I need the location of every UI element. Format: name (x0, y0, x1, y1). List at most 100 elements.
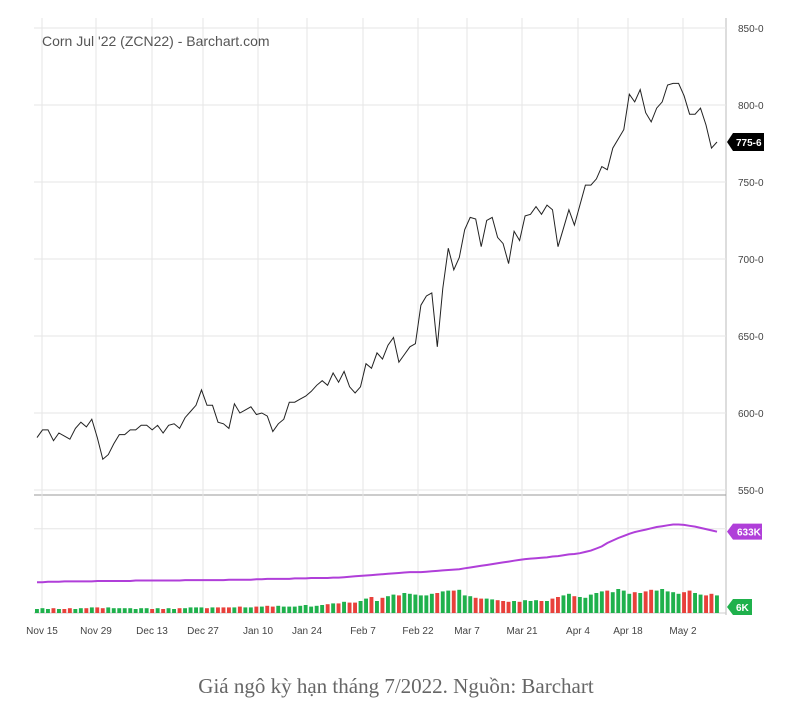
volume-bar (550, 598, 555, 613)
price-line (36, 82, 718, 461)
volume-bar (643, 591, 648, 613)
volume-bar (331, 603, 336, 613)
volume-bar (572, 596, 577, 613)
volume-bar (632, 592, 637, 613)
volume-bar (259, 606, 264, 613)
date-tick-label: Feb 22 (402, 626, 434, 637)
volume-bar (199, 607, 204, 613)
volume-bar (139, 608, 144, 613)
date-tick-label: Apr 4 (566, 626, 590, 637)
volume-bar (386, 596, 390, 613)
volume-bar (440, 591, 445, 613)
volume-bar (166, 608, 171, 613)
volume-bar (375, 601, 379, 613)
price-tick-label: 800-0 (738, 101, 764, 112)
volume-bar (111, 608, 116, 613)
volume-bar (73, 609, 78, 613)
volume-bar (128, 608, 133, 613)
volume-bar (418, 595, 423, 613)
volume-bar (556, 597, 560, 613)
date-tick-label: Jan 24 (292, 626, 322, 637)
volume-bar (397, 595, 401, 613)
volume-bar (523, 600, 527, 613)
volume-bar (545, 601, 549, 613)
volume-bar (435, 593, 440, 613)
volume-bar (693, 593, 697, 613)
price-tick-label: 650-0 (738, 332, 764, 343)
volume-bar (35, 609, 39, 613)
grid-lines (34, 18, 727, 615)
volume-bar (468, 596, 473, 613)
volume-bar (594, 593, 599, 613)
volume-bar (512, 601, 516, 613)
volume-bar (479, 598, 484, 613)
volume-bar (402, 593, 407, 613)
volume-bar (364, 598, 368, 613)
volume-bar (501, 601, 506, 613)
volume-bar (320, 605, 325, 613)
volume-bar (133, 609, 138, 613)
volume-bar (57, 609, 61, 613)
price-tick-label: 600-0 (738, 409, 764, 420)
volume-bar (698, 594, 703, 613)
volume-bar (287, 606, 292, 613)
volume-bar (687, 590, 692, 613)
volume-bar (567, 593, 571, 613)
volume-bar (413, 594, 418, 613)
date-tick-label: Nov 29 (80, 626, 112, 637)
volume-bar (495, 600, 500, 613)
volume-bar (638, 593, 643, 613)
open-interest-tag-shape (727, 523, 762, 540)
volume-bar (78, 608, 83, 613)
volume-bar (232, 607, 237, 613)
volume-bar (100, 608, 105, 613)
volume-bar (369, 597, 374, 613)
volume-bar (583, 597, 588, 613)
open-interest-label: 633K (737, 528, 762, 539)
date-tick-label: Feb 7 (350, 626, 376, 637)
price-tick-label: 700-0 (738, 255, 764, 266)
volume-bar (237, 606, 242, 613)
volume-bar (446, 590, 451, 613)
volume-bar (150, 609, 155, 613)
volume-bar (106, 607, 111, 613)
volume-bar (177, 608, 182, 613)
volume-bar (391, 594, 396, 613)
volume-bar (221, 607, 226, 613)
volume-bar (665, 591, 670, 613)
volume-bar (506, 601, 511, 613)
volume-bar (281, 606, 286, 613)
last-price-tag: 775-6 (727, 132, 764, 151)
volume-bar (243, 607, 248, 613)
date-tick-label: Apr 18 (613, 626, 643, 637)
volume-bar (534, 600, 538, 613)
volume-bar (704, 595, 708, 613)
volume-bar (380, 597, 385, 613)
volume-bar (451, 590, 456, 613)
volume-bar (117, 608, 122, 613)
volume-bar (649, 589, 654, 613)
volume-bar (424, 595, 429, 613)
last-price-tag-shape (727, 132, 764, 151)
volume-bar (342, 601, 346, 613)
volume-bar (616, 589, 621, 613)
volume-bar (682, 592, 686, 613)
volume-bar (67, 608, 72, 613)
volume-bar (89, 607, 94, 613)
volume-bar (429, 593, 434, 613)
volume-bar (155, 608, 160, 613)
volume-bar (292, 606, 297, 613)
volume-bar (715, 595, 719, 613)
volume-bar (194, 607, 198, 613)
volume-bar (462, 595, 467, 613)
date-tick-label: Dec 13 (136, 626, 168, 637)
volume-bar (621, 590, 626, 613)
volume-label: 6K (736, 603, 750, 614)
volume-bar (528, 601, 533, 613)
volume-bar (314, 605, 319, 613)
volume-bar (216, 607, 220, 613)
volume-bar (205, 608, 209, 613)
volume-bar (605, 590, 610, 613)
volume-bar (144, 608, 149, 613)
volume-bar (248, 607, 253, 613)
